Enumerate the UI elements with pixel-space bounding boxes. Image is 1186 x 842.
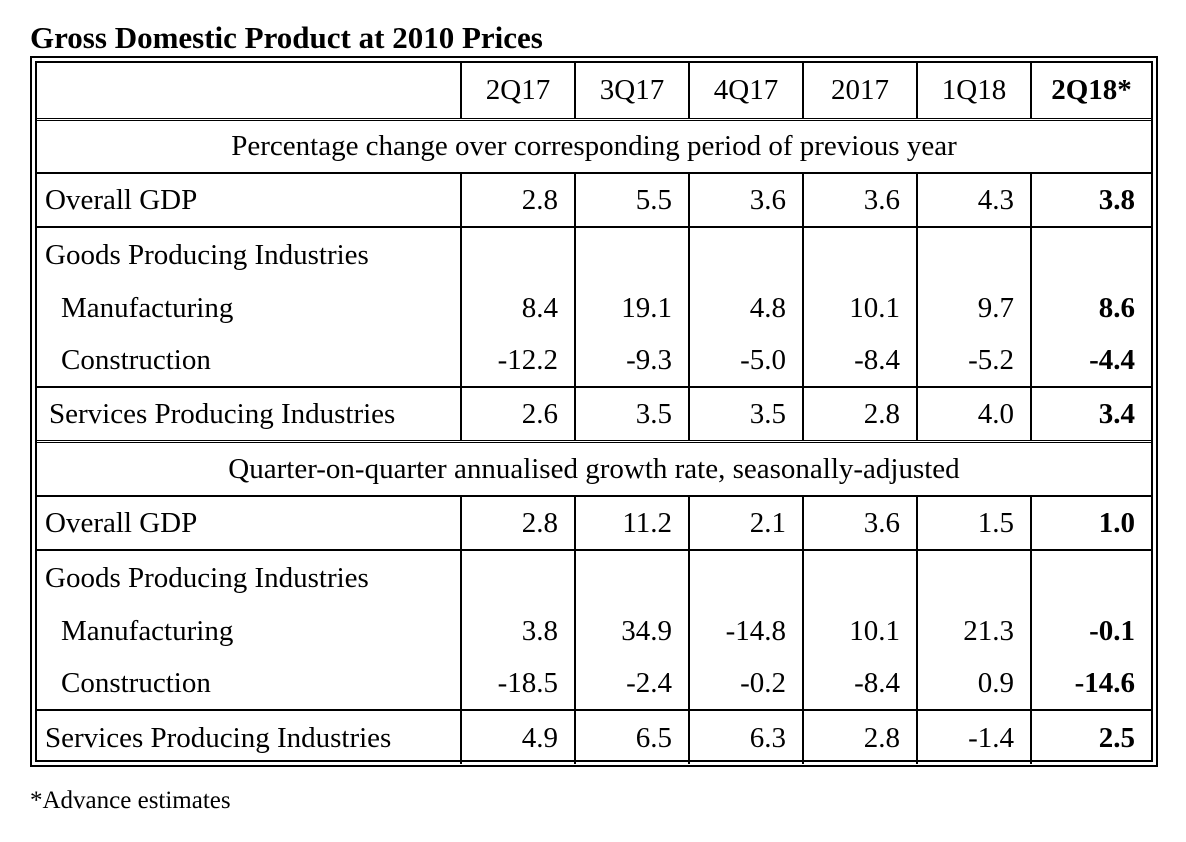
gdp-table-frame: 2Q17 3Q17 4Q17 2017 1Q18 2Q18* Percentag… [30,56,1158,767]
table-cell: -0.2 [688,657,803,710]
row-label: Construction [61,344,211,376]
table-cell: -5.2 [916,334,1031,387]
column-header: 2Q18* [1030,63,1151,119]
table-cell: 4.0 [916,386,1031,441]
table-cell: -14.6 [1030,657,1151,710]
table-cell: 3.6 [688,172,803,227]
table-cell: 2.8 [460,172,575,227]
table-cell: -12.2 [460,334,575,387]
table-cell: 19.1 [574,281,689,334]
table-cell: -18.5 [460,657,575,710]
column-header: 4Q17 [688,63,803,119]
table-cell: 2.6 [460,386,575,441]
header-corner [37,63,461,119]
column-header: 3Q17 [574,63,689,119]
row-label: Construction [61,667,211,699]
table-cell: 6.3 [688,709,803,764]
table-cell: -14.8 [688,604,803,657]
table-cell: 5.5 [574,172,689,227]
table-cell: 2.8 [460,495,575,550]
table-row: Goods Producing Industries [37,549,1151,604]
table-cell: 2.8 [802,386,917,441]
table-cell: 1.5 [916,495,1031,550]
table-cell: -0.1 [1030,604,1151,657]
table-cell: -9.3 [574,334,689,387]
table-cell: 0.9 [916,657,1031,710]
table-row: Manufacturing 3.8 34.9 -14.8 10.1 21.3 -… [37,604,1151,657]
table-cell: 3.8 [1030,172,1151,227]
table-cell: 2.8 [802,709,917,764]
table-cell: -8.4 [802,657,917,710]
table-cell: 11.2 [574,495,689,550]
section-heading: Percentage change over corresponding per… [37,117,1151,173]
column-header: 2017 [802,63,917,119]
table-cell: 9.7 [916,281,1031,334]
table-cell: -4.4 [1030,334,1151,387]
header-row: 2Q17 3Q17 4Q17 2017 1Q18 2Q18* [37,63,1151,119]
row-label: Manufacturing [61,614,234,647]
table-cell: 1.0 [1030,495,1151,550]
table-cell: 2.5 [1030,709,1151,764]
table-cell: 4.9 [460,709,575,764]
table-cell: 2.1 [688,495,803,550]
table-cell: -8.4 [802,334,917,387]
row-label: Services Producing Industries [37,709,461,764]
table-cell: 3.6 [802,172,917,227]
table-cell: 4.8 [688,281,803,334]
table-title: Gross Domestic Product at 2010 Prices [30,20,543,55]
table-cell: 4.3 [916,172,1031,227]
table-cell: 10.1 [802,604,917,657]
table-row: Services Producing Industries 2.6 3.5 3.… [37,386,1151,441]
table-row: Manufacturing 8.4 19.1 4.8 10.1 9.7 8.6 [37,281,1151,334]
row-label: Manufacturing [61,291,234,324]
table-row: Overall GDP 2.8 5.5 3.6 3.6 4.3 3.8 [37,172,1151,227]
section-heading: Quarter-on-quarter annualised growth rat… [37,439,1151,496]
table-cell: 3.5 [574,386,689,441]
table-cell: 10.1 [802,281,917,334]
table-cell: 3.5 [688,386,803,441]
table-row: Goods Producing Industries [37,226,1151,281]
table-cell: 3.8 [460,604,575,657]
column-header: 1Q18 [916,63,1031,119]
table-cell: 21.3 [916,604,1031,657]
footnote: *Advance estimates [30,787,231,814]
table-cell: -1.4 [916,709,1031,764]
table-cell: 3.6 [802,495,917,550]
row-label: Goods Producing Industries [37,549,461,604]
gdp-table: 2Q17 3Q17 4Q17 2017 1Q18 2Q18* Percentag… [37,63,1151,764]
row-label: Goods Producing Industries [37,226,461,281]
table-row: Construction -12.2 -9.3 -5.0 -8.4 -5.2 -… [37,334,1151,387]
table-cell: -2.4 [574,657,689,710]
row-label: Services Producing Industries [37,386,461,441]
table-cell: -5.0 [688,334,803,387]
section-heading-row: Percentage change over corresponding per… [37,117,1151,173]
table-row: Services Producing Industries 4.9 6.5 6.… [37,709,1151,764]
row-label: Overall GDP [37,172,461,227]
table-cell: 3.4 [1030,386,1151,441]
table-cell: 8.6 [1030,281,1151,334]
table-cell: 6.5 [574,709,689,764]
table-row: Overall GDP 2.8 11.2 2.1 3.6 1.5 1.0 [37,495,1151,550]
row-label: Overall GDP [37,495,461,550]
table-cell: 34.9 [574,604,689,657]
table-cell: 8.4 [460,281,575,334]
table-row: Construction -18.5 -2.4 -0.2 -8.4 0.9 -1… [37,657,1151,710]
column-header: 2Q17 [460,63,575,119]
section-heading-row: Quarter-on-quarter annualised growth rat… [37,439,1151,496]
